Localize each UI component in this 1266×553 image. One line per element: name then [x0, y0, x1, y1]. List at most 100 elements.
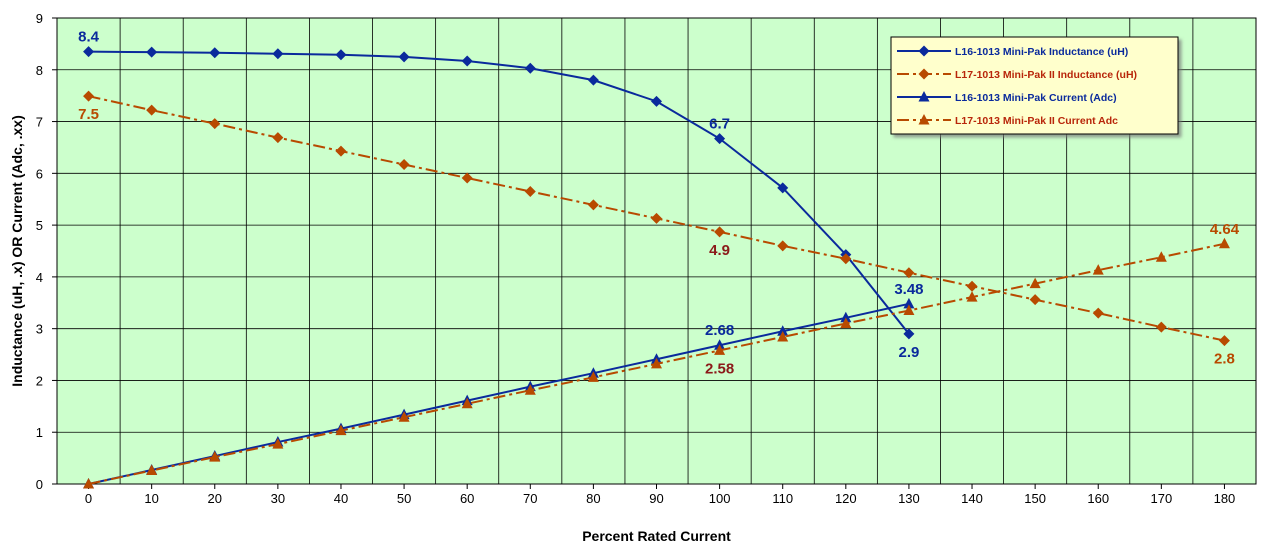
data-point: [146, 104, 158, 116]
data-point: [1092, 264, 1104, 275]
data-point: [83, 90, 95, 102]
data-point: [1092, 307, 1104, 319]
data-point: [903, 297, 915, 309]
data-point: [840, 253, 852, 265]
series-1: [83, 46, 915, 340]
series-layer: [83, 46, 1230, 489]
data-point: [918, 68, 930, 80]
x-tick-label: 90: [649, 491, 663, 506]
data-point: [966, 280, 978, 292]
data-point: [777, 182, 789, 194]
data-point: [918, 114, 930, 125]
legend-label: L16-1013 Mini-Pak Current (Adc): [955, 92, 1117, 104]
x-tick-label: 120: [835, 491, 857, 506]
data-point: [777, 325, 789, 336]
data-point: [777, 240, 789, 252]
x-tick-label: 0: [85, 491, 92, 506]
data-label: 2.68: [705, 322, 734, 339]
data-point: [840, 311, 852, 323]
legend-label: L16-1013 Mini-Pak Inductance (uH): [955, 46, 1128, 58]
x-tick-label: 20: [208, 491, 222, 506]
series-line: [88, 50, 910, 335]
annotations: 8.4 7.5 6.7 4.9 2.68 2.58 3.48 2.9 4.64 2.8: [78, 29, 1240, 378]
data-point: [1155, 321, 1167, 333]
x-tick-label: 50: [397, 491, 411, 506]
x-tick-label: 170: [1150, 491, 1172, 506]
data-point: [1029, 277, 1041, 289]
data-label: 2.8: [1214, 351, 1235, 368]
y-tick-label: 0: [36, 477, 43, 492]
y-tick-label: 7: [36, 115, 43, 130]
x-tick-label: 100: [709, 491, 731, 506]
data-point: [524, 62, 536, 74]
x-tick-label: 40: [334, 491, 348, 506]
data-point: [209, 47, 221, 59]
x-tick-label: 150: [1024, 491, 1046, 506]
data-point: [714, 133, 726, 145]
data-point: [272, 438, 284, 449]
x-tick-label: 180: [1214, 491, 1236, 506]
data-label: 7.5: [78, 106, 99, 123]
y-tick-label: 9: [36, 11, 43, 26]
series-4: [83, 237, 1230, 489]
y-tick-label: 4: [36, 270, 43, 285]
legend-box: [890, 36, 1179, 135]
data-point: [1029, 294, 1041, 306]
legend: L16-1013 Mini-Pak Inductance (uH) L17-101…: [890, 36, 1179, 135]
data-point: [587, 371, 599, 382]
data-point: [335, 145, 347, 157]
x-tick-label: 30: [271, 491, 285, 506]
data-point: [651, 357, 662, 369]
data-point: [524, 384, 536, 395]
x-tick-label: 60: [460, 491, 474, 506]
axes: 0 10 20 30 40 50 60 70 80 90 100 110 120 130 140 150 160…: [36, 11, 1236, 506]
data-label: 4.9: [709, 242, 730, 259]
x-axis-title: Percent Rated Current: [582, 528, 731, 544]
data-point: [651, 95, 662, 107]
data-point: [398, 51, 410, 63]
x-tick-label: 160: [1087, 491, 1109, 506]
data-point: [587, 199, 599, 211]
data-label: 2.9: [898, 344, 919, 361]
data-point: [83, 46, 95, 58]
data-point: [398, 411, 410, 422]
data-point: [461, 172, 473, 184]
data-point: [966, 291, 978, 302]
x-tick-label: 110: [772, 491, 793, 506]
data-point: [1218, 335, 1230, 347]
data-point: [335, 424, 347, 436]
data-point: [918, 91, 930, 102]
data-point: [714, 344, 726, 355]
y-tick-label: 8: [36, 63, 43, 78]
data-point: [146, 46, 158, 58]
data-label: 2.58: [705, 360, 734, 377]
data-label: 6.7: [709, 116, 730, 133]
data-point: [335, 49, 347, 61]
x-tick-label: 130: [898, 491, 920, 506]
y-axis-title: Inductance (uH, .x) OR Current (Adc, .xx…: [9, 115, 25, 386]
data-point: [903, 267, 915, 279]
data-point: [461, 397, 473, 409]
data-point: [209, 118, 221, 130]
data-label: 8.4: [78, 29, 100, 46]
data-point: [587, 74, 599, 86]
data-point: [272, 48, 284, 60]
data-point: [903, 328, 915, 340]
data-point: [209, 451, 221, 462]
data-point: [83, 478, 95, 489]
y-tick-label: 1: [36, 425, 43, 440]
x-tick-label: 10: [144, 491, 158, 506]
data-point: [777, 330, 789, 342]
series-2: [83, 90, 1230, 347]
data-point: [651, 212, 662, 224]
data-point: [398, 159, 410, 171]
series-line: [88, 302, 910, 485]
data-point: [903, 304, 915, 316]
y-tick-label: 3: [36, 322, 43, 337]
y-tick-label: 5: [36, 218, 43, 233]
x-tick-label: 80: [586, 491, 600, 506]
x-tick-label: 140: [961, 491, 983, 506]
data-label: 4.64: [1210, 221, 1240, 238]
y-tick-label: 2: [36, 373, 43, 388]
